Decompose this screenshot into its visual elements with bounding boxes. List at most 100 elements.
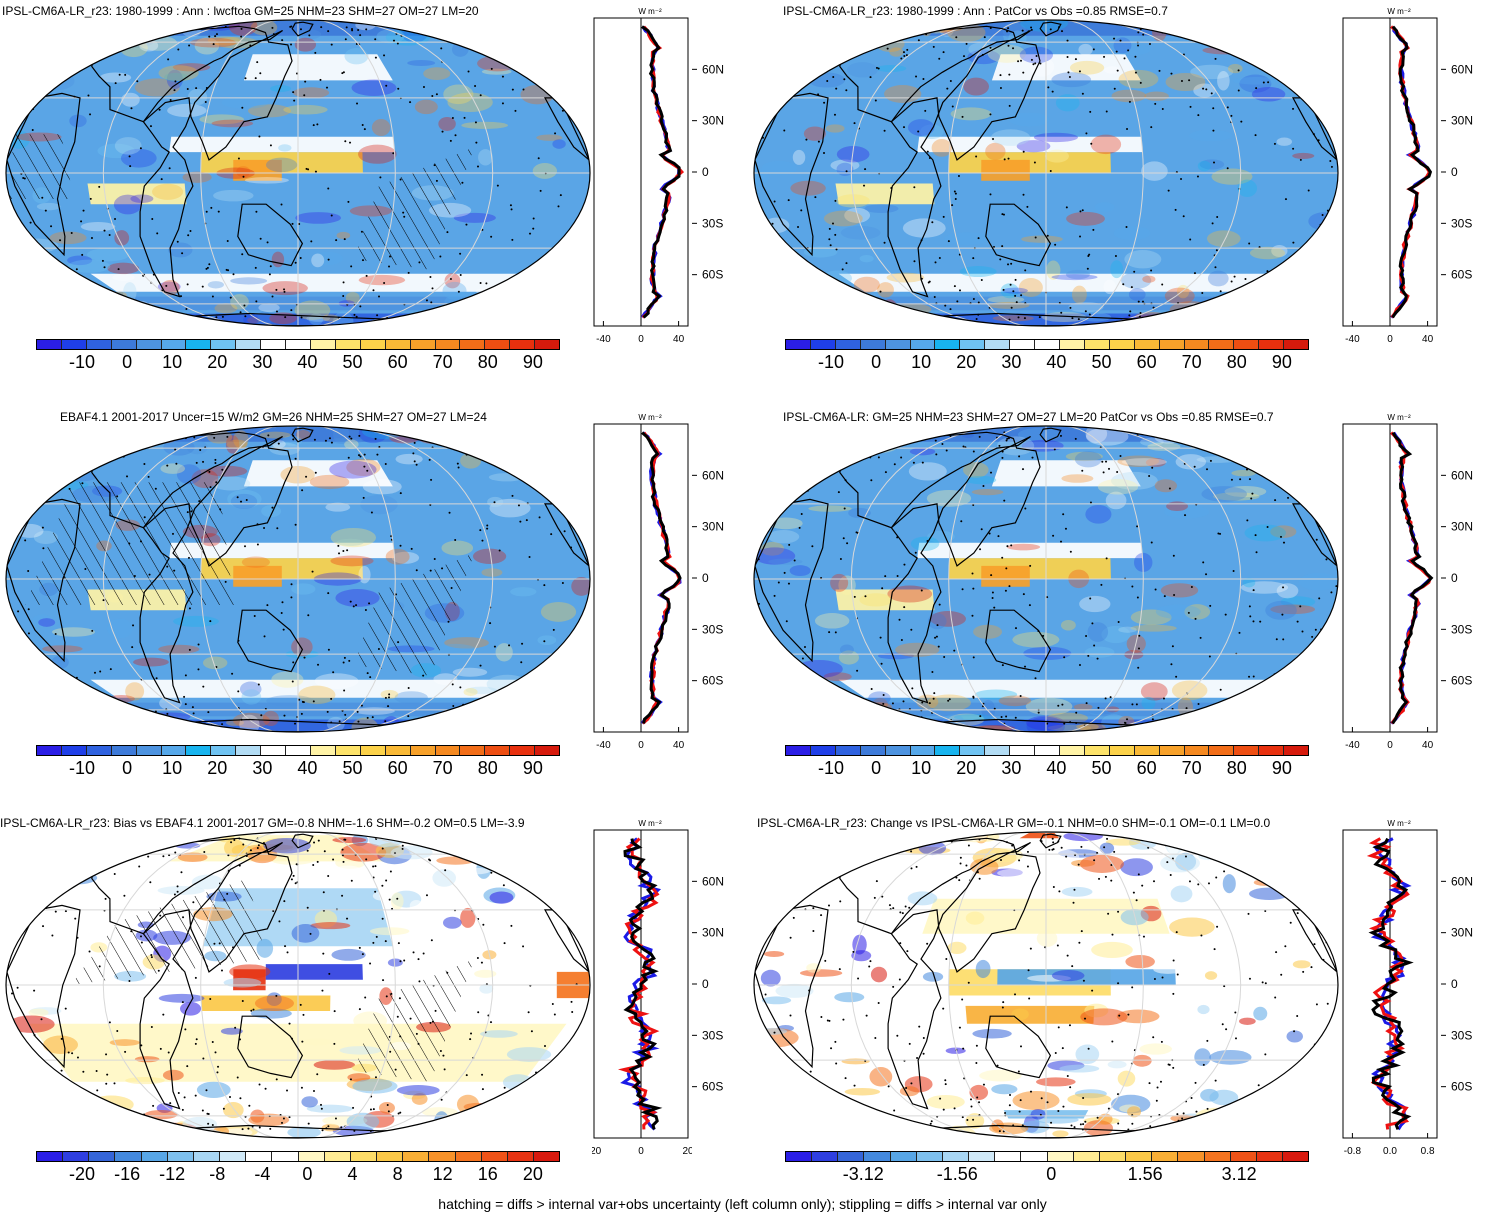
- stipple-dot: [1188, 79, 1191, 82]
- stipple-dot: [202, 685, 205, 688]
- stipple-dot: [433, 164, 436, 167]
- stipple-dot: [276, 527, 279, 530]
- profile-unit: W m⁻²: [638, 7, 662, 16]
- stipple-dot: [422, 85, 425, 88]
- stipple-dot: [316, 123, 319, 126]
- stipple-dot: [1212, 129, 1215, 132]
- stipple-dot: [259, 72, 262, 75]
- stipple-dot: [324, 439, 327, 442]
- field-blob: [407, 59, 436, 66]
- stipple-dot: [1030, 58, 1033, 61]
- stipple-dot: [882, 694, 885, 697]
- stipple-dot: [1116, 471, 1119, 474]
- stipple-dot: [271, 26, 274, 29]
- field-blob: [990, 129, 1031, 146]
- stipple-dot: [1007, 263, 1010, 266]
- graticule-line: [334, 832, 494, 1138]
- stipple-dot: [71, 1052, 74, 1055]
- stipple-dot: [1014, 716, 1017, 719]
- stipple-dot: [764, 993, 767, 996]
- stipple-dot: [139, 540, 142, 543]
- field-blob: [229, 964, 271, 979]
- stipple-dot: [934, 261, 937, 264]
- stipple-dot: [949, 308, 952, 311]
- stipple-dot: [446, 971, 449, 974]
- stipple-dot: [1296, 1015, 1299, 1018]
- stipple-dot: [363, 453, 366, 456]
- stipple-dot: [361, 259, 364, 262]
- stipple-dot: [213, 436, 216, 439]
- map-obs-mean: [5, 425, 591, 733]
- stipple-dot: [1211, 222, 1214, 225]
- stipple-dot: [1199, 636, 1202, 639]
- stipple-dot: [1078, 70, 1081, 73]
- field-blob: [40, 71, 75, 91]
- stipple-dot: [242, 843, 245, 846]
- stipple-dot: [800, 513, 803, 516]
- stipple-dot: [267, 434, 270, 437]
- stipple-dot: [232, 273, 235, 276]
- stipple-dot: [1187, 611, 1190, 614]
- field-blob: [1091, 941, 1133, 958]
- field-blob: [444, 637, 489, 649]
- stipple-dot: [349, 141, 352, 144]
- stipple-dot: [332, 671, 335, 674]
- stipple-dot: [1275, 887, 1278, 890]
- colorbar-swatch: [323, 1152, 350, 1161]
- stipple-dot: [294, 523, 297, 526]
- stipple-dot: [434, 1009, 437, 1012]
- stipple-dot: [215, 665, 218, 668]
- stipple-dot: [550, 533, 553, 536]
- stipple-dot: [1073, 1126, 1076, 1129]
- stipple-dot: [1239, 478, 1242, 481]
- stipple-dot: [217, 1065, 220, 1068]
- field-blob: [808, 505, 852, 512]
- profile-tick-label: 40: [1422, 334, 1434, 345]
- stipple-dot: [944, 1079, 947, 1082]
- stipple-dot: [1171, 645, 1174, 648]
- stipple-dot: [376, 453, 379, 456]
- stipple-dot: [1009, 1094, 1012, 1097]
- stipple-dot: [293, 99, 296, 102]
- profile-tick-label: -40: [596, 740, 611, 751]
- stipple-dot: [60, 1037, 63, 1040]
- colorbar-swatch: [166, 1152, 193, 1161]
- field-blob: [271, 671, 304, 688]
- stipple-dot: [1022, 593, 1025, 596]
- field-blob: [1197, 1004, 1210, 1015]
- stipple-dot: [1015, 301, 1018, 304]
- stipple-dot: [300, 712, 303, 715]
- stipple-dot: [975, 1062, 978, 1065]
- field-blob: [992, 315, 1034, 322]
- field-blob: [537, 635, 557, 645]
- stipple-dot: [1168, 487, 1171, 490]
- stipple-dot: [403, 215, 406, 218]
- colorbar-swatch: [210, 340, 236, 349]
- stipple-dot: [522, 945, 525, 948]
- stipple-dot: [999, 258, 1002, 261]
- stipple-dot: [229, 296, 232, 299]
- stipple-dot: [502, 884, 505, 887]
- field-blob: [368, 832, 405, 848]
- field-blob: [1079, 854, 1124, 873]
- stipple-dot: [976, 1096, 979, 1099]
- colorbar-swatch: [809, 340, 835, 349]
- stipple-dot: [81, 482, 84, 485]
- colorbar-change: [785, 1151, 1309, 1162]
- stipple-dot: [352, 1106, 355, 1109]
- coastline: [1039, 427, 1062, 443]
- stipple-dot: [530, 1030, 533, 1033]
- stipple-dot: [384, 720, 387, 723]
- stipple-dot: [1147, 846, 1150, 849]
- stipple-dot: [905, 1087, 908, 1090]
- field-blob: [989, 301, 1030, 309]
- hatching-region: [353, 959, 475, 1082]
- stipple-dot: [312, 1090, 315, 1093]
- field-blob: [1253, 1006, 1268, 1021]
- field-band: [90, 679, 519, 698]
- stipple-dot: [961, 588, 964, 591]
- stipple-dot: [538, 516, 541, 519]
- coastline: [291, 833, 314, 849]
- stipple-dot: [113, 1082, 116, 1085]
- colorbar-label: -20: [69, 1164, 96, 1184]
